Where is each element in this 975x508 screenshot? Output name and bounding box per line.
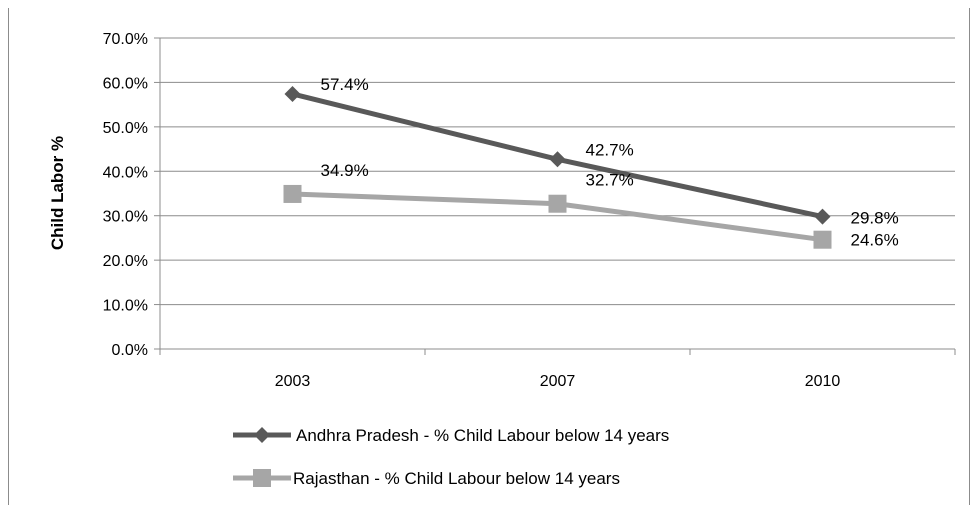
y-axis-label: Child Labor % bbox=[48, 136, 67, 250]
data-label-1: 42.7% bbox=[586, 140, 634, 159]
data-point-1 bbox=[549, 151, 566, 168]
y-tick-label: 40.0% bbox=[103, 164, 148, 181]
axes: 0.0% 10.0% 20.0% 30.0% 40.0% 50.0% 60.0% 70.0% 2… bbox=[103, 31, 956, 390]
data-point-2 bbox=[548, 194, 567, 213]
x-tick-label: 2007 bbox=[540, 373, 576, 390]
y-tick-label: 50.0% bbox=[103, 120, 148, 137]
legend-label-2: Rajasthan - % Child Labour below 14 year… bbox=[293, 469, 620, 488]
y-tick-label: 10.0% bbox=[103, 298, 148, 315]
x-tick-label: 2003 bbox=[275, 373, 311, 390]
data-label-2: 34.9% bbox=[321, 161, 369, 180]
y-tick-label: 60.0% bbox=[103, 75, 148, 92]
legend-label-1: Andhra Pradesh - % Child Labour below 14… bbox=[296, 426, 669, 445]
data-point-2 bbox=[283, 184, 302, 203]
x-tick-label: 2010 bbox=[805, 373, 841, 390]
data-point-2 bbox=[813, 230, 832, 249]
gridlines bbox=[160, 37, 955, 306]
data-point-1 bbox=[814, 208, 831, 225]
data-labels: 57.4% 42.7% 29.8% 34.9% 32.7% 24.6% bbox=[321, 75, 899, 250]
legend-marker-1 bbox=[254, 427, 270, 443]
data-label-2: 24.6% bbox=[851, 231, 899, 250]
legend-marker-2 bbox=[253, 469, 271, 487]
y-tick-label: 20.0% bbox=[103, 253, 148, 270]
y-tick-label: 70.0% bbox=[103, 31, 148, 48]
chart-frame bbox=[8, 8, 970, 505]
data-label-1: 57.4% bbox=[321, 75, 369, 94]
data-label-1: 29.8% bbox=[851, 209, 899, 228]
data-point-1 bbox=[284, 85, 301, 102]
data-label-2: 32.7% bbox=[586, 171, 634, 190]
series bbox=[283, 85, 832, 249]
legend: Andhra Pradesh - % Child Labour below 14… bbox=[233, 426, 669, 488]
y-tick-label: 0.0% bbox=[112, 342, 148, 359]
y-tick-label: 30.0% bbox=[103, 209, 148, 226]
